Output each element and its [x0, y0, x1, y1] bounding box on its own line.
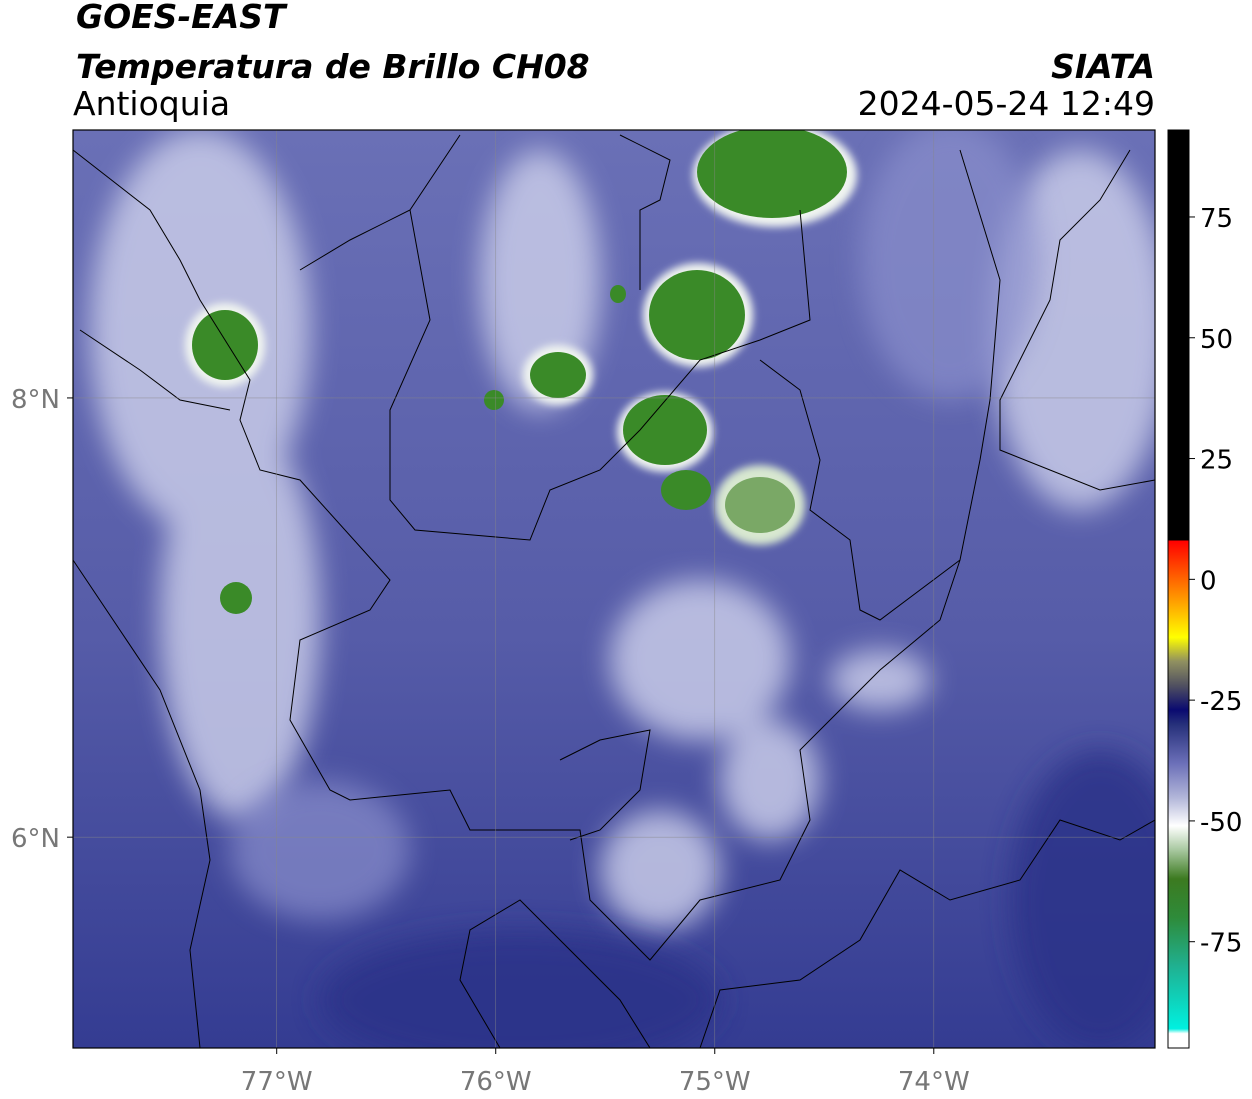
colorbar-tick-label: -25 — [1200, 687, 1242, 717]
y-tick-label: 6°N — [11, 824, 60, 854]
subtitle: Temperatura de Brillo CH08 — [76, 47, 590, 86]
region: Antioquia — [73, 84, 230, 123]
colorbar — [1167, 129, 1190, 1049]
datetime: 2024-05-24 12:49 — [858, 84, 1155, 123]
colorbar-tick-label: 0 — [1200, 566, 1217, 596]
source: SIATA — [1051, 47, 1155, 86]
colorbar-tick-label: 50 — [1200, 325, 1233, 355]
title: GOES-EAST — [76, 0, 288, 36]
map-field — [73, 130, 1155, 1048]
x-tick-label: 74°W — [898, 1067, 970, 1097]
colorbar-tick-label: 25 — [1200, 446, 1233, 476]
map-frame — [72, 129, 1156, 1049]
colorbar-tick-label: -75 — [1200, 929, 1242, 959]
grid — [73, 130, 1155, 1048]
x-tick-label: 76°W — [460, 1067, 532, 1097]
colorbar-tick-label: -50 — [1200, 808, 1242, 838]
colorbar-tick-label: 75 — [1200, 204, 1233, 234]
x-tick-label: 75°W — [679, 1067, 751, 1097]
x-tick-label: 77°W — [241, 1067, 313, 1097]
y-tick-label: 8°N — [11, 385, 60, 415]
